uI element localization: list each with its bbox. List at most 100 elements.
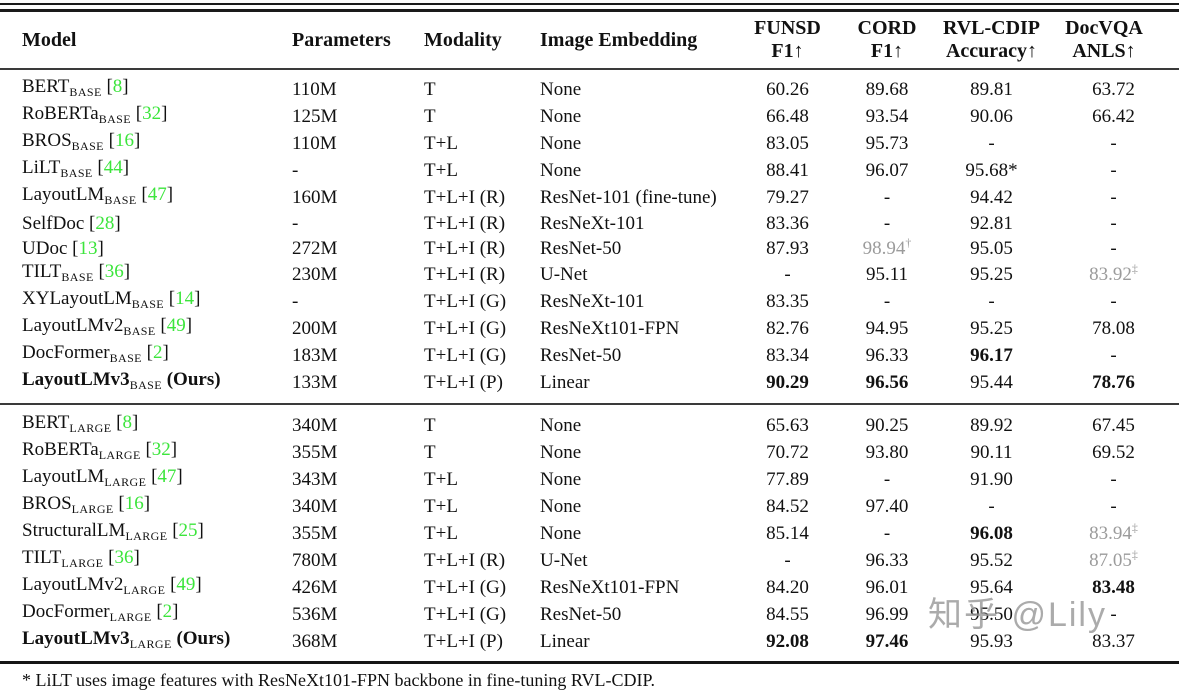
modality-cell: T+L+I (R)	[424, 264, 506, 285]
table-row: StructuralLMLARGE [25] 355M T+L None 85.14 - 9…	[0, 520, 1179, 547]
embedding-cell: ResNet-50	[540, 604, 622, 625]
metric-value: 83.34	[766, 345, 809, 366]
metric-value: -	[1110, 238, 1117, 259]
table-row: LayoutLMLARGE [47] 343M T+L None 77.89 - 91.90…	[0, 466, 1179, 493]
rvlcdip-cell: 92.81	[935, 211, 1048, 236]
modality-cell: T+L	[424, 160, 458, 181]
header-line-2: F1↑	[870, 40, 904, 62]
metric-value: 95.05	[970, 238, 1013, 259]
embedding-cell: None	[540, 79, 582, 100]
header-line-1: Parameters	[292, 28, 391, 51]
parameters-cell: 160M	[292, 187, 338, 208]
model-name: LayoutLMv3	[22, 628, 130, 649]
model-size-subscript: BASE	[123, 324, 156, 338]
section-base: BERTBASE [8] 110M T None 60.26 89.68 89.81 63.7…	[0, 69, 1179, 404]
rvlcdip-cell: 94.42	[935, 184, 1048, 211]
model-size-subscript: LARGE	[98, 448, 141, 462]
footnote-marker: †	[905, 236, 912, 250]
rvlcdip-cell: 95.50	[935, 601, 1048, 628]
metric-value: 66.48	[766, 106, 809, 127]
model-size-subscript: LARGE	[125, 529, 168, 543]
metric-value: -	[784, 550, 791, 571]
table-row: LayoutLMv3LARGE (Ours) 368M T+L+I (P) Linea…	[0, 628, 1179, 663]
docvqa-cell: 87.05‡	[1048, 547, 1179, 574]
metric-value: 90.25	[865, 415, 909, 436]
rvlcdip-cell: 95.93	[935, 628, 1048, 663]
header-line-1: Modality	[424, 28, 502, 51]
model-name: LayoutLMv2	[22, 315, 124, 336]
embedding-cell: None	[540, 403, 736, 439]
rvlcdip-cell: -	[935, 493, 1048, 520]
metric-value: 95.44	[970, 372, 1013, 393]
funsd-cell: 82.76	[736, 315, 839, 342]
metric-value: -	[883, 187, 891, 208]
metric-value: -	[784, 264, 791, 285]
funsd-cell: 92.08	[736, 628, 839, 663]
header-line-1: Image Embedding	[540, 28, 698, 51]
metric-value: 84.20	[766, 577, 809, 598]
metric-value: 98.94†	[862, 236, 912, 259]
embedding-cell: None	[540, 133, 582, 154]
metric-value: 94.42	[970, 187, 1013, 208]
modality-cell: T+L	[424, 469, 458, 490]
metric-value: 83.36	[766, 213, 809, 234]
embedding-cell: ResNeXt-101	[540, 291, 645, 312]
modality-cell: T+L+I (R)	[424, 550, 506, 571]
parameters-cell: 340M	[292, 496, 338, 517]
parameters-cell: 110M	[292, 133, 337, 154]
top-rule-outer	[0, 3, 1179, 5]
parameters-cell: -	[292, 291, 299, 312]
docvqa-cell: 78.08	[1048, 315, 1179, 342]
funsd-cell: 83.05	[736, 130, 839, 157]
modality-cell: T	[424, 442, 436, 463]
table-row: BERTLARGE [8] 340M T None 65.63 90.25 89.92 67.…	[0, 403, 1179, 439]
model-cell: BROSBASE [16]	[22, 130, 141, 153]
citation-number: 2	[162, 601, 173, 622]
metric-value: 89.92	[970, 415, 1013, 436]
metric-value: 65.63	[766, 415, 809, 436]
funsd-cell: 83.35	[736, 288, 839, 315]
metric-value: 90.29	[766, 372, 809, 393]
header-line-1: CORD	[857, 17, 917, 39]
metric-value: -	[883, 291, 891, 312]
cord-cell: 95.73	[839, 130, 935, 157]
metric-value: 92.08	[766, 631, 809, 652]
metric-value: 83.48	[1092, 577, 1135, 598]
table-row: TILTLARGE [36] 780M T+L+I (R) U-Net - 96.33 95…	[0, 547, 1179, 574]
cord-cell: 96.01	[839, 574, 935, 601]
citation-number: 32	[151, 439, 171, 460]
metric-value: 89.81	[970, 79, 1013, 100]
model-name: BERT	[22, 412, 70, 433]
rvlcdip-cell: 95.05	[935, 236, 1048, 261]
funsd-cell: 90.29	[736, 369, 839, 404]
model-cell: LayoutLMv3LARGE (Ours)	[0, 628, 292, 663]
citation-number: 47	[157, 466, 177, 487]
section-large: BERTLARGE [8] 340M T None 65.63 90.25 89.92 67.…	[0, 403, 1179, 663]
parameters-cell: 133M	[292, 372, 338, 393]
funsd-cell: 66.48	[736, 103, 839, 130]
funsd-cell: 84.52	[736, 493, 839, 520]
embedding-cell: None	[540, 523, 582, 544]
citation-number: 2	[152, 342, 163, 363]
cord-cell: -	[839, 184, 935, 211]
metric-value: 93.54	[865, 106, 909, 127]
modality-cell: T	[424, 79, 436, 100]
funsd-cell: 83.36	[736, 211, 839, 236]
metric-value: 90.06	[970, 106, 1013, 127]
model-cell: BERTLARGE [8]	[0, 403, 292, 439]
metric-value: 83.92‡	[1089, 261, 1138, 285]
cord-cell: 93.54	[839, 103, 935, 130]
metric-value: 96.07	[865, 160, 909, 181]
citation-number: 32	[142, 103, 162, 124]
metric-value: 82.76	[766, 318, 809, 339]
cord-cell: 95.11	[839, 261, 935, 288]
rvlcdip-cell: 90.11	[935, 439, 1048, 466]
cord-cell: 96.33	[839, 342, 935, 369]
model-cell: TILTLARGE [36]	[22, 547, 140, 570]
funsd-cell: -	[736, 261, 839, 288]
funsd-cell: 77.89	[736, 466, 839, 493]
model-size-subscript: LARGE	[104, 475, 147, 489]
metric-value: 92.81	[970, 213, 1013, 234]
model-size-subscript: BASE	[71, 139, 104, 153]
metric-value: 96.99	[865, 604, 909, 625]
